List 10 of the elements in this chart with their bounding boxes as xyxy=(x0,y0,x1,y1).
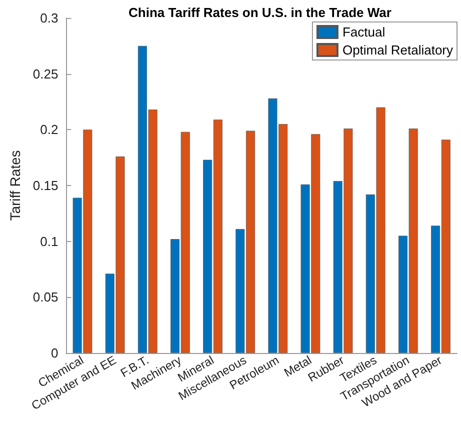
y-tick-label: 0.1 xyxy=(40,234,58,249)
y-tick-label: 0.2 xyxy=(40,122,58,138)
y-tick-label: 0.25 xyxy=(32,66,58,82)
chart-title: China Tariff Rates on U.S. in the Trade War xyxy=(128,5,392,20)
y-tick-label: 0.05 xyxy=(32,290,58,305)
legend-label: Optimal Retaliatory xyxy=(342,42,454,58)
y-axis-title: Tariff Rates xyxy=(7,150,23,221)
legend-label: Factual xyxy=(342,24,386,40)
y-tick-label: 0.3 xyxy=(40,10,58,26)
y-tick-label: 0.15 xyxy=(32,178,58,193)
